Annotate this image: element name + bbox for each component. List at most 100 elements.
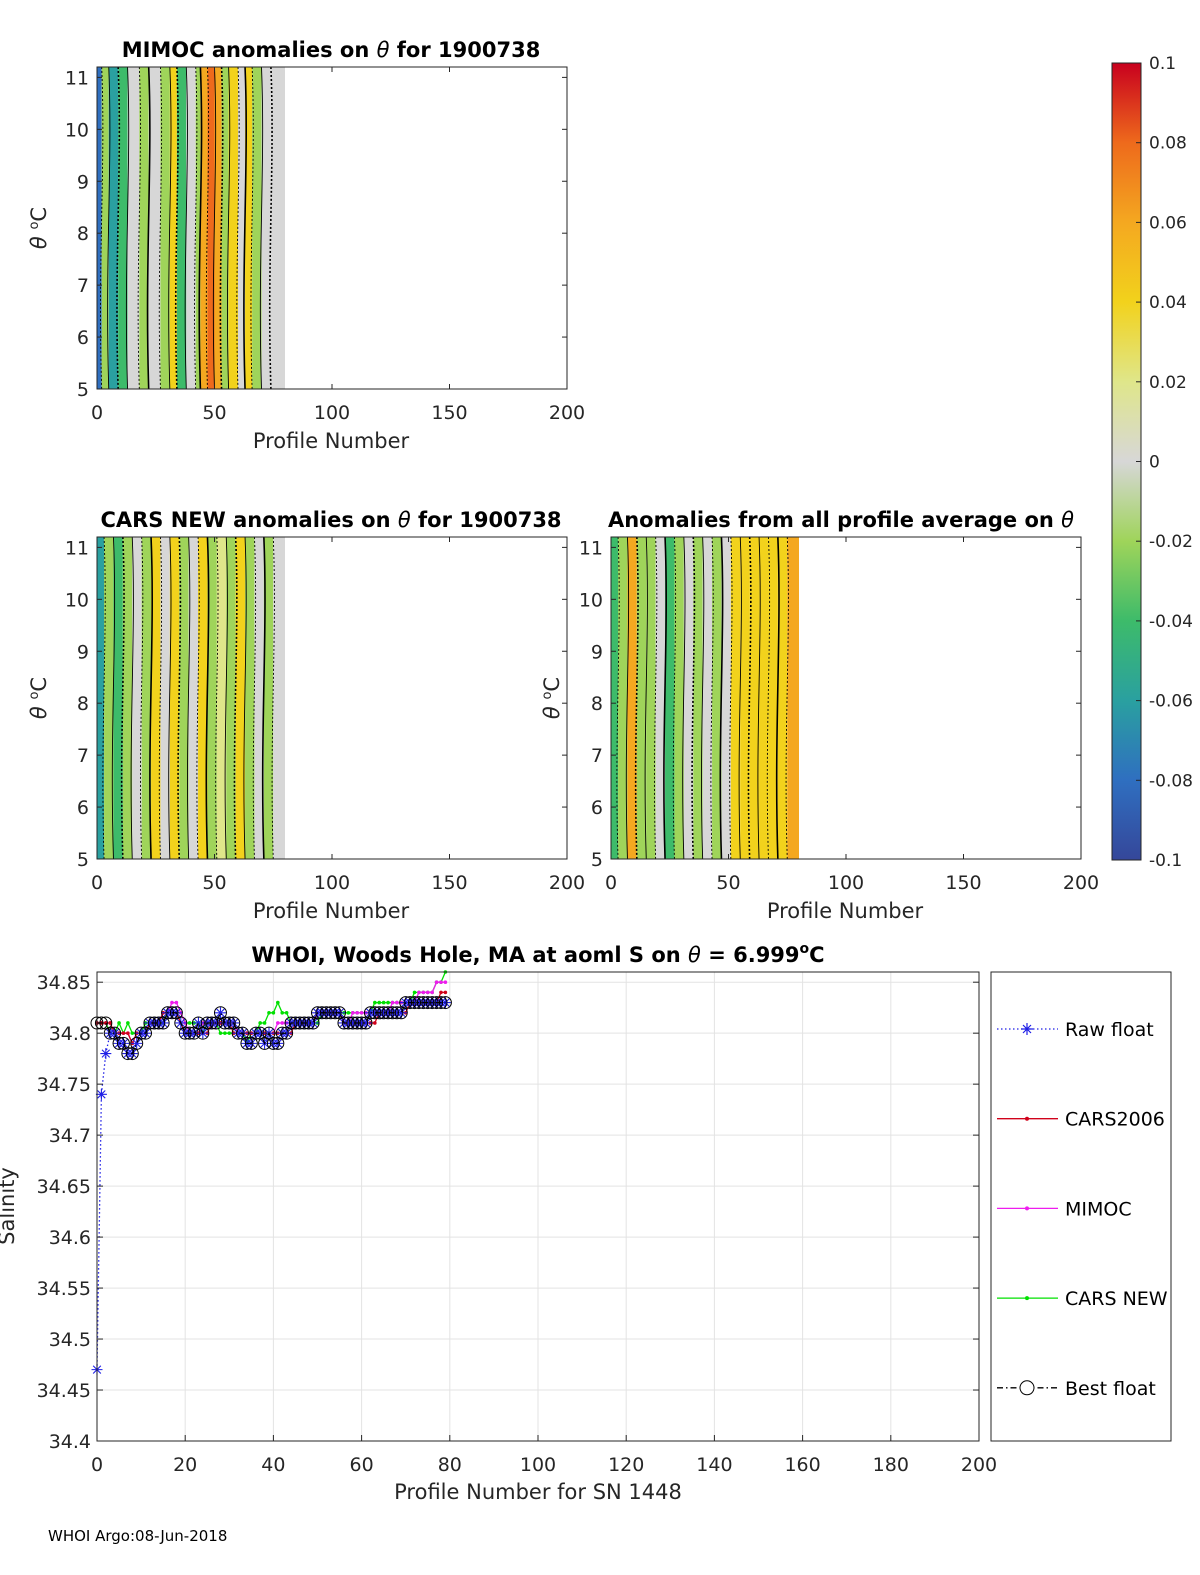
data-point xyxy=(223,1031,227,1035)
anomaly-contour xyxy=(233,536,238,860)
data-point xyxy=(399,996,413,1010)
mimoc-x-label: Profile Number xyxy=(253,429,410,453)
x-tick-label: 150 xyxy=(945,872,981,894)
data-point xyxy=(276,1021,280,1025)
legend-label: Best float xyxy=(1065,1378,1156,1400)
legend-marker xyxy=(1021,1023,1033,1035)
anomaly-band xyxy=(186,67,196,389)
legend-marker xyxy=(1025,1116,1029,1121)
data-point xyxy=(130,1031,135,1035)
profile-average-anomaly-field xyxy=(611,536,799,860)
data-point xyxy=(430,990,434,995)
y-tick-label: 34.4 xyxy=(49,1431,91,1453)
x-tick-label: 200 xyxy=(1063,872,1099,894)
data-point xyxy=(117,1037,129,1049)
anomaly-band xyxy=(207,537,217,859)
data-point xyxy=(412,990,417,995)
data-point xyxy=(165,1006,179,1020)
anomaly-contour xyxy=(243,66,248,390)
anomaly-band xyxy=(235,537,246,859)
data-point xyxy=(421,996,435,1010)
anomaly-contour xyxy=(102,536,106,860)
anomaly-band xyxy=(118,67,128,389)
data-point xyxy=(381,1000,386,1005)
data-point xyxy=(284,1010,289,1015)
anomaly-band xyxy=(273,537,285,859)
data-point xyxy=(271,1010,276,1015)
data-point xyxy=(109,1027,121,1039)
data-point xyxy=(386,1000,390,1005)
x-tick-label: 150 xyxy=(431,402,467,424)
salinity-y-ticks: 34.4 34.45 34.5 34.55 34.6 34.65 34.7 34.75 34.8… xyxy=(37,972,979,1453)
data-point xyxy=(408,996,422,1010)
anomaly-contour xyxy=(205,66,210,390)
anomaly-contour xyxy=(212,66,217,390)
legend-box xyxy=(990,971,1172,1442)
anomaly-band xyxy=(160,537,170,859)
anomaly-contour xyxy=(168,66,172,390)
data-point xyxy=(121,1047,135,1061)
data-point xyxy=(390,1006,404,1020)
anomaly-contour xyxy=(137,66,141,390)
salinity-legend: Raw float CARS2006 MIMOC CARS NEW Best float xyxy=(990,971,1172,1442)
data-point xyxy=(147,1016,161,1030)
anomaly-contour xyxy=(729,536,733,860)
anomaly-band xyxy=(198,537,208,859)
anomaly-band xyxy=(263,537,274,859)
anomaly-contour xyxy=(243,536,247,860)
data-point xyxy=(377,1000,382,1005)
anomaly-band xyxy=(759,537,769,859)
colorbar-tick-label: 0.04 xyxy=(1149,293,1187,313)
anomaly-band xyxy=(141,537,152,859)
anomaly-contour xyxy=(644,536,648,860)
colorbar-tick-label: -0.04 xyxy=(1149,612,1193,632)
x-tick-label: 50 xyxy=(716,872,740,894)
data-point xyxy=(218,1016,232,1030)
legend-label: CARS NEW xyxy=(1065,1288,1168,1310)
anomaly-band xyxy=(627,537,637,859)
anomaly-contour xyxy=(125,66,130,390)
data-point xyxy=(280,1010,285,1015)
x-tick-label: 180 xyxy=(873,1454,909,1476)
anomaly-contour xyxy=(168,536,172,860)
cars-new-x-label: Profile Number xyxy=(253,899,410,923)
data-point xyxy=(434,996,448,1010)
anomaly-band xyxy=(238,67,246,389)
anomaly-contour xyxy=(187,536,191,860)
anomaly-contour xyxy=(111,536,116,860)
data-point xyxy=(170,1000,174,1005)
anomaly-band xyxy=(646,537,656,859)
data-point xyxy=(117,1021,121,1025)
y-tick-label: 9 xyxy=(591,641,603,663)
anomaly-contour xyxy=(757,536,761,860)
anomaly-band xyxy=(665,537,675,859)
data-point xyxy=(417,990,421,995)
anomaly-band xyxy=(169,67,177,389)
anomaly-band xyxy=(101,67,109,389)
x-tick-label: 150 xyxy=(431,872,467,894)
cars-new-anomaly-field xyxy=(97,536,285,860)
data-point xyxy=(293,1016,307,1030)
data-point xyxy=(302,1016,316,1030)
anomaly-band xyxy=(169,537,180,859)
x-tick-label: 80 xyxy=(438,1454,462,1476)
anomaly-band xyxy=(228,67,238,389)
y-tick-label: 34.7 xyxy=(49,1125,91,1147)
data-point xyxy=(121,1031,126,1035)
footer-credit: WHOI Argo:08-Jun-2018 xyxy=(48,1527,227,1545)
salinity-series xyxy=(90,970,452,1376)
anomaly-contour xyxy=(747,536,752,860)
anomaly-contour xyxy=(140,536,144,860)
y-tick-label: 34.65 xyxy=(37,1176,91,1198)
data-point xyxy=(134,1026,148,1040)
anomaly-band xyxy=(636,537,647,859)
anomaly-contour xyxy=(130,536,134,860)
y-tick-label: 8 xyxy=(77,223,89,245)
data-point xyxy=(222,1016,236,1030)
data-point xyxy=(280,1021,285,1025)
anomaly-band xyxy=(176,67,187,389)
data-point xyxy=(218,1031,223,1035)
data-point xyxy=(390,1000,395,1005)
data-point xyxy=(94,1016,108,1030)
anomaly-band xyxy=(127,67,140,389)
